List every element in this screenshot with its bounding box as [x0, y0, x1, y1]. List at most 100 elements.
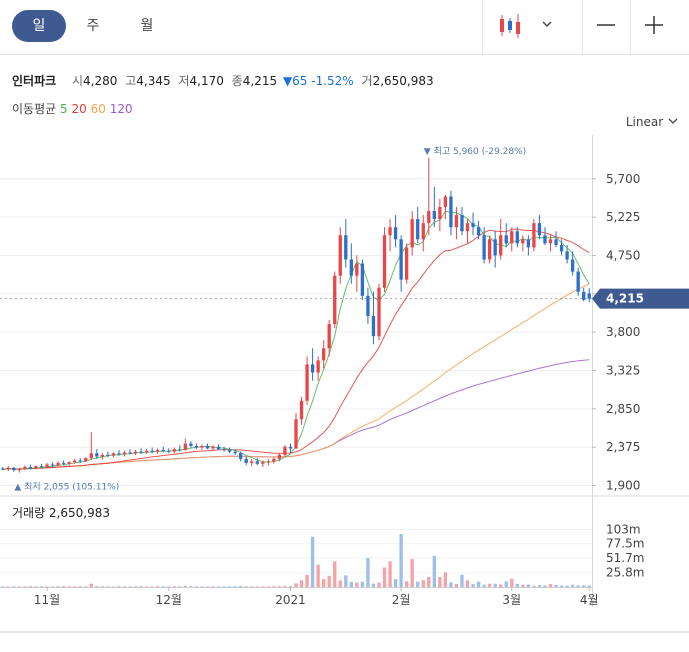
candle-body: [89, 453, 93, 459]
volume-bar: [327, 575, 331, 587]
candle-body: [471, 223, 475, 228]
volume-bar: [388, 561, 392, 587]
volume-bar: [443, 572, 448, 587]
candle-body: [587, 293, 591, 299]
volume-bar: [183, 585, 188, 587]
volume-bar: [117, 586, 121, 588]
volume-bar: [582, 585, 586, 587]
candle-body: [67, 462, 71, 464]
y-tick-label: 4,750: [606, 248, 640, 262]
candle-body: [532, 223, 536, 248]
volume-bar: [266, 586, 270, 588]
volume-bar: [283, 585, 287, 587]
volume-bar: [1, 586, 5, 588]
low-label: 저: [178, 74, 190, 88]
volume-bar: [122, 586, 127, 588]
volume-bar: [244, 586, 248, 588]
volume-bar: [89, 583, 93, 587]
candle-body: [333, 275, 337, 325]
volume-bar: [178, 586, 182, 588]
scale-selector[interactable]: Linear: [626, 115, 679, 129]
volume-bar: [338, 580, 342, 587]
volume-bar: [432, 555, 436, 587]
moving-average-legend: 이동평균 5 20 60 120: [12, 100, 133, 117]
volume-bar: [12, 586, 16, 588]
candle-body: [432, 211, 436, 220]
volume-bar: [371, 583, 376, 587]
candle-body: [382, 235, 387, 288]
volume-bar: [167, 586, 171, 588]
candle-body: [582, 291, 586, 300]
tab-day[interactable]: 일: [12, 10, 66, 42]
candle-body: [327, 324, 331, 349]
volume-bar: [222, 586, 226, 588]
candle-body: [28, 466, 33, 469]
volume-bar: [482, 584, 486, 587]
volume-bar: [78, 586, 82, 588]
min-label: ▲ 최저 2,055 (105.11%): [14, 482, 119, 493]
tab-week[interactable]: 주: [86, 18, 100, 34]
volume-bar: [471, 584, 475, 587]
candle-body: [521, 239, 525, 244]
volume-bar: [554, 585, 558, 587]
volume-bar: [305, 574, 309, 587]
minus-icon: [597, 24, 615, 26]
volume-bar: [570, 584, 575, 587]
volume-bar: [404, 581, 409, 587]
volume-bar: [61, 586, 66, 588]
candle-body: [222, 449, 226, 451]
candle-body: [23, 466, 27, 469]
candle-body: [283, 446, 287, 455]
volume-bar: [543, 585, 547, 587]
candle-body: [34, 466, 38, 469]
low-value: 4,170: [189, 74, 224, 88]
volume-bar: [227, 586, 232, 588]
candle-body: [482, 235, 486, 260]
volume-label: 거: [361, 74, 373, 88]
volume-tick-label: 77.5m: [606, 537, 644, 551]
volume-tick-label: 51.7m: [606, 551, 644, 565]
candle-body: [56, 462, 60, 466]
candle-body: [277, 454, 282, 459]
candle-body: [515, 231, 519, 244]
candle-body: [338, 235, 342, 276]
candle-body: [366, 295, 370, 316]
volume-value: 2,650,983: [372, 74, 434, 88]
candlestick-icon: [500, 14, 520, 38]
candle-body: [543, 235, 547, 244]
y-tick-label: 3,325: [606, 363, 640, 377]
candle-body: [211, 446, 215, 449]
candle-body: [73, 460, 77, 463]
volume-bar: [349, 581, 353, 587]
price-chart[interactable]: 1,900 2,375 2,850 3,325 3,800 4,750 5,225 5,700…: [0, 135, 689, 652]
volume-bar: [23, 586, 27, 588]
x-tick-label: 4월: [580, 593, 599, 607]
candle-body: [111, 453, 116, 456]
period-tabs: 일 주 월: [0, 0, 689, 55]
zoom-out-button[interactable]: [582, 0, 629, 54]
volume-bar: [277, 586, 282, 588]
tab-month[interactable]: 월: [140, 18, 154, 34]
candle-body: [537, 223, 542, 236]
candle-body: [216, 446, 221, 450]
volume-bar: [34, 586, 38, 588]
candle-body: [17, 468, 22, 471]
max-label: ▼ 최고 5,960 (-29.28%): [424, 146, 526, 157]
zoom-in-button[interactable]: [630, 0, 677, 54]
quote-summary: 인터파크 시4,280 고4,345 저4,170 종4,215 ▼65 -1.…: [12, 72, 434, 89]
candle-body: [244, 458, 248, 463]
candle-body: [476, 227, 481, 236]
candle-body: [377, 287, 381, 337]
volume-bar: [211, 586, 215, 588]
volume-bar: [576, 585, 580, 587]
volume-bar: [421, 580, 425, 587]
volume-bar: [239, 585, 243, 587]
candle-body: [95, 453, 99, 457]
chart-type-selector[interactable]: [482, 0, 571, 54]
ma-120: 120: [109, 102, 133, 116]
volume-bar: [299, 580, 304, 587]
candle-body: [61, 462, 66, 464]
volume-bar: [410, 559, 414, 587]
candle-body: [443, 196, 448, 208]
open-label: 시: [72, 74, 84, 88]
